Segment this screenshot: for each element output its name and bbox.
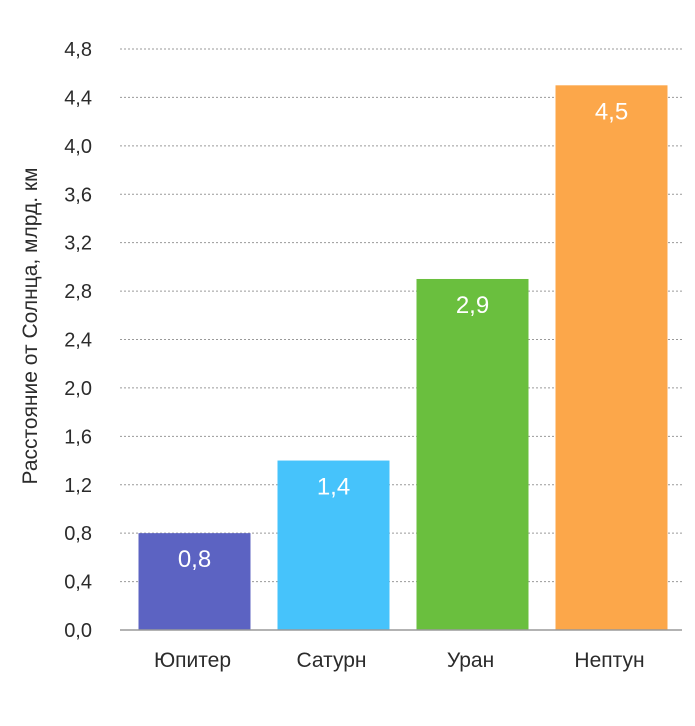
bar-value-label: 4,5	[595, 98, 628, 125]
x-category-label: Уран	[447, 649, 494, 672]
bar	[416, 278, 529, 630]
y-axis-title: Расстояние от Солнца, млрд. км	[19, 168, 42, 485]
y-tick-label: 2,8	[64, 281, 92, 303]
bar-value-label: 0,8	[178, 546, 211, 573]
y-tick-label: 1,2	[64, 475, 92, 497]
bar	[138, 533, 251, 630]
y-tick-label: 0,8	[64, 523, 92, 545]
bar	[277, 460, 390, 630]
y-axis-ticks: 0,0 0,4 0,8 1,2 1,6 2,0 2,4 2,8 3,2 3,6 4,0 4,4 4,8	[64, 39, 92, 642]
bar-value-label: 2,9	[456, 292, 489, 319]
y-tick-label: 4,8	[64, 39, 92, 61]
x-axis-categories: Юпитер Сатурн Уран Нептун	[154, 649, 645, 672]
y-tick-label: 0,0	[64, 620, 92, 642]
y-tick-label: 2,4	[64, 330, 92, 352]
bar	[555, 85, 668, 630]
y-tick-label: 3,6	[64, 184, 92, 206]
y-tick-label: 2,0	[64, 378, 92, 400]
y-tick-label: 4,4	[64, 87, 92, 109]
y-tick-label: 3,2	[64, 233, 92, 255]
y-tick-label: 0,4	[64, 572, 92, 594]
bars: 0,8 1,4 2,9 4,5	[138, 85, 668, 630]
x-category-label: Нептун	[574, 649, 644, 672]
x-category-label: Сатурн	[296, 649, 366, 672]
x-category-label: Юпитер	[154, 649, 231, 672]
y-tick-label: 1,6	[64, 426, 92, 448]
y-tick-label: 4,0	[64, 136, 92, 158]
bar-value-label: 1,4	[317, 474, 350, 501]
